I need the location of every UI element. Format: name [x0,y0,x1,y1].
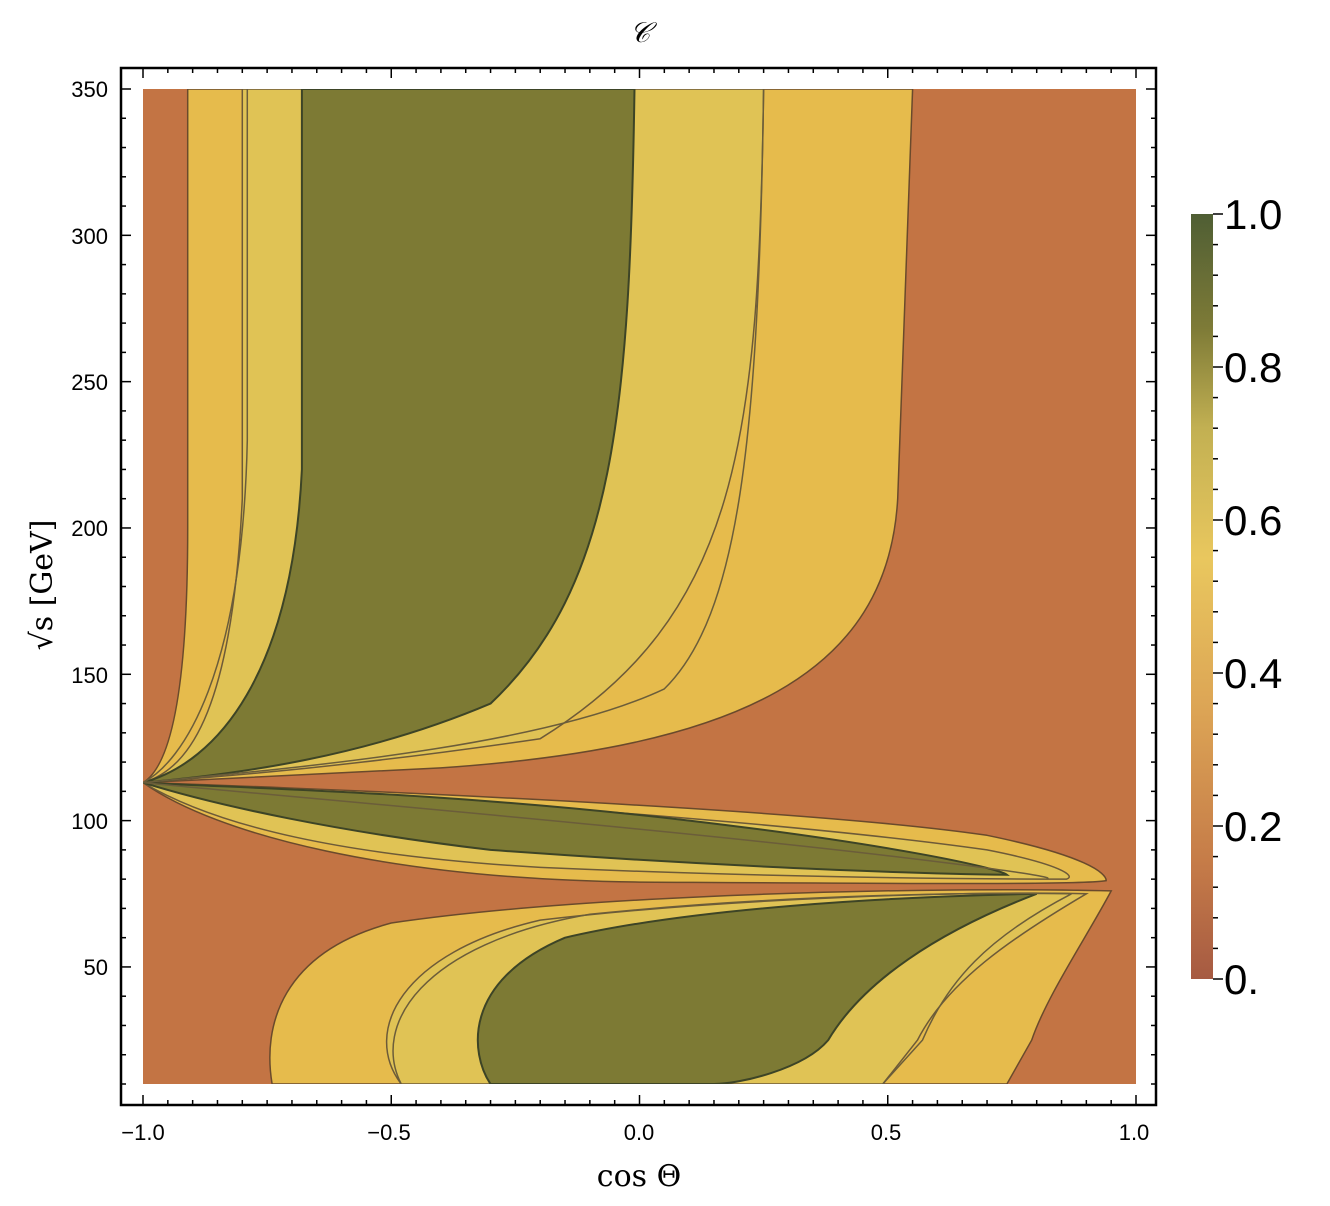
colorbar-gradient [1191,214,1213,979]
x-tick-label: 0.0 [624,1120,655,1145]
y-tick-label: 50 [84,955,108,980]
y-tick-label: 100 [71,809,108,834]
x-axis-title: cos Θ [597,1159,681,1194]
colorbar-label: 0. [1224,956,1259,1003]
y-tick-label: 150 [71,663,108,688]
y-tick-label: 200 [71,516,108,541]
colorbar-ticks [1213,213,1223,980]
x-tick-labels: −1.0 −0.5 0.0 0.5 1.0 [121,1120,1149,1145]
colorbar-label: 1.0 [1224,191,1282,238]
upper-contour-0.6 [143,89,249,784]
y-axis-title: √s [GeV] [25,520,60,651]
x-tick-label: −0.5 [367,1120,410,1145]
middle-band-core [143,781,1010,876]
colorbar-label: 0.2 [1224,803,1282,850]
y-tick-label: 250 [71,370,108,395]
y-tick-label: 300 [71,224,108,249]
lower-contour-0.6 [392,892,1072,1084]
y-tick-labels: 50 100 150 200 250 300 350 [71,77,108,980]
contour-plot [143,89,1136,1084]
lower-contour-0.6-right [882,893,1072,1084]
colorbar-label: 0.8 [1224,344,1282,391]
colorbar: 0. 0.2 0.4 0.6 0.8 1.0 [1191,191,1282,1003]
upper-contour-0.6-right [143,89,765,784]
lower-band-core [476,892,1038,1084]
x-tick-label: 0.5 [871,1120,902,1145]
middle-contour-0.6 [143,781,1049,880]
colorbar-label: 0.4 [1224,650,1282,697]
plot-title: 𝒞 [630,16,658,49]
upper-band-core [143,89,636,784]
y-tick-label: 350 [71,77,108,102]
colorbar-label: 0.6 [1224,497,1282,544]
x-tick-label: 1.0 [1119,1120,1150,1145]
axis-ticks [121,68,1156,1105]
x-tick-label: −1.0 [121,1120,164,1145]
